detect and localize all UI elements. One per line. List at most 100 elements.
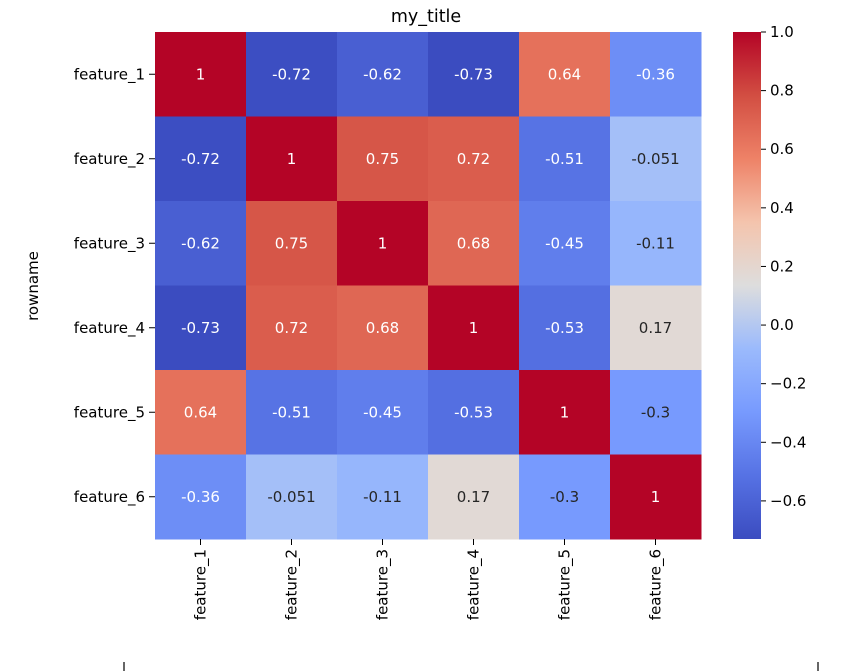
cell-value-label: -0.51	[272, 403, 311, 421]
x-axis-ticks: feature_1 feature_2 feature_3 feature_4 feat…	[192, 539, 666, 620]
heatmap-cell	[155, 454, 247, 540]
heatmap-cell	[428, 32, 520, 117]
cell-value-label: 0.17	[639, 319, 672, 337]
cell-value-label: -0.11	[636, 234, 675, 252]
cell-value-label: 1	[560, 403, 570, 421]
heatmap-cell	[519, 370, 611, 455]
heatmap-cell	[610, 116, 702, 202]
x-tick-label: feature_2	[283, 549, 302, 620]
cell-value-label: -0.3	[550, 488, 579, 506]
heatmap-cell	[155, 201, 247, 286]
cell-value-label: 0.75	[366, 150, 399, 168]
colorbar	[733, 32, 761, 539]
colorbar-tick-label: −0.4	[770, 433, 806, 451]
heatmap-cell	[337, 116, 429, 202]
heatmap-cell	[337, 285, 429, 371]
colorbar-gradient	[733, 32, 761, 539]
heatmap-cell	[428, 454, 520, 540]
heatmap-cell	[519, 285, 611, 371]
cell-value-label: 0.75	[275, 234, 308, 252]
heatmap-cell	[428, 201, 520, 286]
cell-value-label: -0.62	[363, 65, 402, 83]
colorbar-tick-label: 0.6	[770, 140, 794, 158]
heatmap-cell	[428, 370, 520, 455]
cell-value-label: -0.53	[454, 403, 493, 421]
y-tick-label: feature_3	[74, 234, 145, 253]
colorbar-tick-label: 0.4	[770, 199, 794, 217]
colorbar-tick-label: −0.6	[770, 492, 806, 510]
x-tick-label: feature_3	[374, 549, 393, 620]
heatmap-cell	[155, 32, 247, 117]
heatmap-cell	[519, 201, 611, 286]
cell-value-label: -0.3	[641, 403, 670, 421]
y-tick-label: feature_1	[74, 65, 145, 84]
cell-value-label: -0.53	[545, 319, 584, 337]
cell-value-label: -0.45	[545, 234, 584, 252]
heatmap-cells: 1 -0.72 -0.62 -0.73 0.64 -0.36 -0.72 1 0.75 0.72 -…	[155, 32, 702, 540]
cell-value-label: 1	[378, 234, 388, 252]
cell-value-label: 1	[196, 65, 206, 83]
heatmap-cell	[155, 116, 247, 202]
heatmap-cell	[610, 201, 702, 286]
cell-value-label: -0.36	[181, 488, 220, 506]
heatmap-cell	[155, 285, 247, 371]
heatmap-cell	[337, 201, 429, 286]
cell-value-label: 0.17	[457, 488, 490, 506]
y-axis-ticks: feature_1 feature_2 feature_3 feature_4feat…	[74, 65, 155, 507]
cell-value-label: -0.051	[631, 150, 679, 168]
cell-value-label: -0.72	[272, 65, 311, 83]
cell-value-label: 0.72	[275, 319, 308, 337]
y-tick-label: feature_4	[74, 319, 145, 338]
cell-value-label: 0.64	[548, 65, 581, 83]
colorbar-ticks: 1.0 0.8 0.6 0.4 0.2 0.0 −0.2 −0.4 −0.6	[761, 23, 806, 510]
cell-value-label: 0.64	[184, 403, 217, 421]
heatmap-cell	[155, 370, 247, 455]
cell-value-label: -0.73	[454, 65, 493, 83]
x-tick-label: feature_1	[192, 549, 211, 620]
cell-value-label: -0.73	[181, 319, 220, 337]
cell-value-label: -0.72	[181, 150, 220, 168]
colorbar-tick-label: 0.8	[770, 82, 794, 100]
heatmap-cell	[246, 201, 338, 286]
heatmap-cell	[610, 285, 702, 371]
y-axis-title: rowname	[24, 251, 42, 321]
y-tick-label: feature_5	[74, 403, 145, 422]
heatmap-cell	[610, 32, 702, 117]
y-tick-label: feature_6	[74, 488, 145, 507]
colorbar-tick-label: 0.2	[770, 257, 794, 275]
cell-value-label: -0.62	[181, 234, 220, 252]
cell-value-label: 1	[651, 488, 661, 506]
chart-title: my_title	[391, 7, 461, 27]
cell-value-label: 0.72	[457, 150, 490, 168]
heatmap-cell	[428, 116, 520, 202]
cell-value-label: -0.36	[636, 65, 675, 83]
heatmap-cell	[246, 454, 338, 540]
heatmap-cell	[246, 32, 338, 117]
colorbar-tick-label: −0.2	[770, 375, 806, 393]
heatmap-cell	[246, 285, 338, 371]
heatmap-cell	[246, 116, 338, 202]
bottom-edge-marks	[123, 662, 819, 671]
heatmap-cell	[610, 454, 702, 540]
colorbar-tick-label: 1.0	[770, 23, 794, 41]
cell-value-label: -0.51	[545, 150, 584, 168]
heatmap-cell	[519, 116, 611, 202]
cell-value-label: 0.68	[457, 234, 490, 252]
cell-value-label: -0.45	[363, 403, 402, 421]
heatmap-cell	[519, 32, 611, 117]
colorbar-tick-label: 0.0	[770, 316, 794, 334]
cell-value-label: -0.11	[363, 488, 402, 506]
cell-value-label: 1	[469, 319, 479, 337]
heatmap-cell	[428, 285, 520, 371]
heatmap-cell	[337, 370, 429, 455]
x-tick-label: feature_5	[556, 549, 575, 620]
heatmap-cell	[610, 370, 702, 455]
cell-value-label: -0.051	[267, 488, 315, 506]
heatmap-cell	[337, 32, 429, 117]
cell-value-label: 0.68	[366, 319, 399, 337]
y-tick-label: feature_2	[74, 150, 145, 169]
heatmap-cell	[519, 454, 611, 540]
cell-value-label: 1	[287, 150, 297, 168]
x-tick-label: feature_4	[465, 549, 484, 620]
